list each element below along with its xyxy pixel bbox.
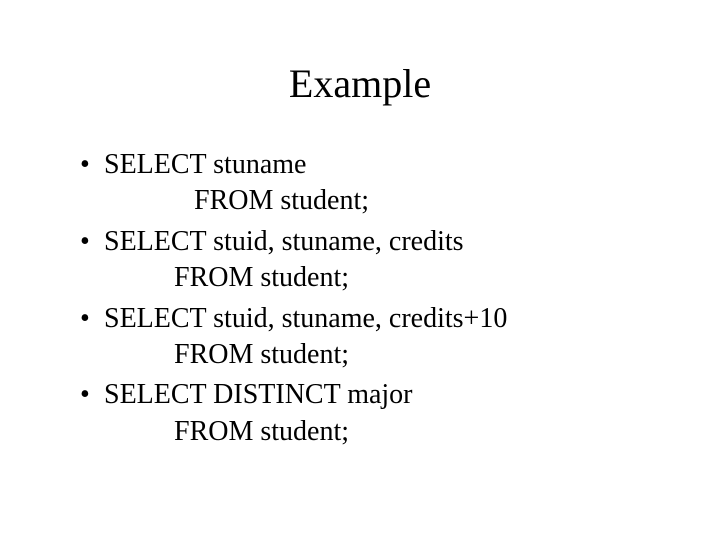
bullet-line-1: SELECT stuid, stuname, credits+10 — [104, 301, 660, 337]
bullet-item: SELECT stuid, stuname, credits FROM stud… — [80, 224, 660, 297]
bullet-line-1: SELECT stuid, stuname, credits — [104, 224, 660, 260]
bullet-list: SELECT stuname FROM student; SELECT stui… — [60, 147, 660, 450]
bullet-item: SELECT stuname FROM student; — [80, 147, 660, 220]
bullet-item: SELECT stuid, stuname, credits+10 FROM s… — [80, 301, 660, 374]
slide-title: Example — [60, 60, 660, 107]
bullet-line-2: FROM student; — [104, 260, 660, 296]
bullet-line-2: FROM student; — [104, 337, 660, 373]
bullet-line-2: FROM student; — [104, 414, 660, 450]
bullet-item: SELECT DISTINCT major FROM student; — [80, 377, 660, 450]
bullet-line-1: SELECT DISTINCT major — [104, 377, 660, 413]
bullet-line-2: FROM student; — [104, 183, 660, 219]
bullet-line-1: SELECT stuname — [104, 147, 660, 183]
